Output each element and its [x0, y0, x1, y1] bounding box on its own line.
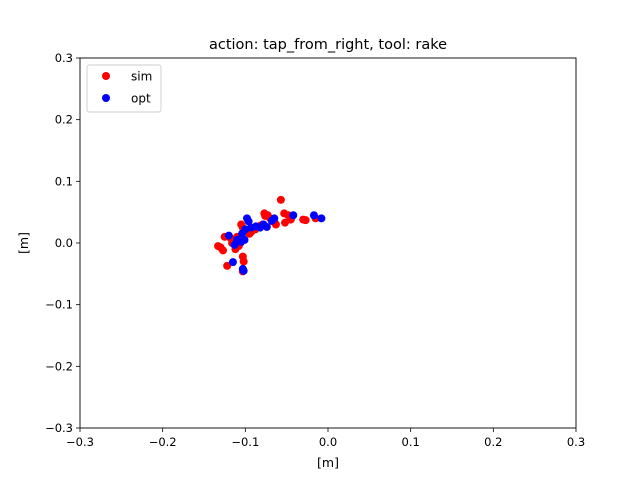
opt-point [309, 211, 318, 220]
legend-label-sim: sim [131, 70, 152, 84]
y-tick-label: 0.1 [55, 174, 73, 188]
opt-point [240, 235, 249, 244]
x-axis-label: [m] [317, 455, 339, 470]
opt-point [244, 217, 253, 226]
x-tick-label: −0.2 [149, 435, 177, 449]
x-tick-label: 0.1 [402, 435, 420, 449]
chart-title: action: tap_from_right, tool: rake [209, 37, 447, 53]
y-tick-label: −0.3 [45, 421, 73, 435]
opt-point [239, 266, 248, 275]
axis-ticks: −0.3 −0.2 −0.1 0.0 0.1 0.2 0.3 0.3 0.2 0.1 0.0 −0.1… [45, 51, 585, 449]
x-tick-label: −0.3 [66, 435, 94, 449]
y-tick-label: 0.3 [55, 51, 73, 65]
x-tick-label: 0.3 [567, 435, 585, 449]
y-tick-label: 0.0 [55, 236, 73, 250]
opt-point [270, 214, 279, 223]
legend-label-opt: opt [131, 92, 151, 106]
legend-marker-opt [102, 94, 110, 102]
series-opt [224, 211, 326, 275]
plot-area [80, 58, 576, 428]
opt-point [224, 231, 233, 240]
sim-point [239, 257, 248, 266]
opt-point [317, 214, 326, 223]
x-tick-label: −0.1 [231, 435, 259, 449]
legend-marker-sim [102, 72, 110, 80]
sim-point [301, 216, 310, 225]
opt-point [262, 222, 271, 231]
sim-point [276, 195, 285, 204]
y-axis-label: [m] [16, 232, 31, 254]
y-tick-label: −0.1 [45, 298, 73, 312]
opt-point [228, 258, 237, 267]
x-tick-label: 0.0 [319, 435, 337, 449]
data-points [214, 195, 326, 276]
y-tick-label: −0.2 [45, 359, 73, 373]
y-tick-label: 0.2 [55, 113, 73, 127]
opt-point [289, 211, 298, 220]
sim-point [223, 261, 232, 270]
x-tick-label: 0.2 [484, 435, 502, 449]
legend: sim opt [86, 64, 162, 113]
sim-point [219, 246, 228, 255]
